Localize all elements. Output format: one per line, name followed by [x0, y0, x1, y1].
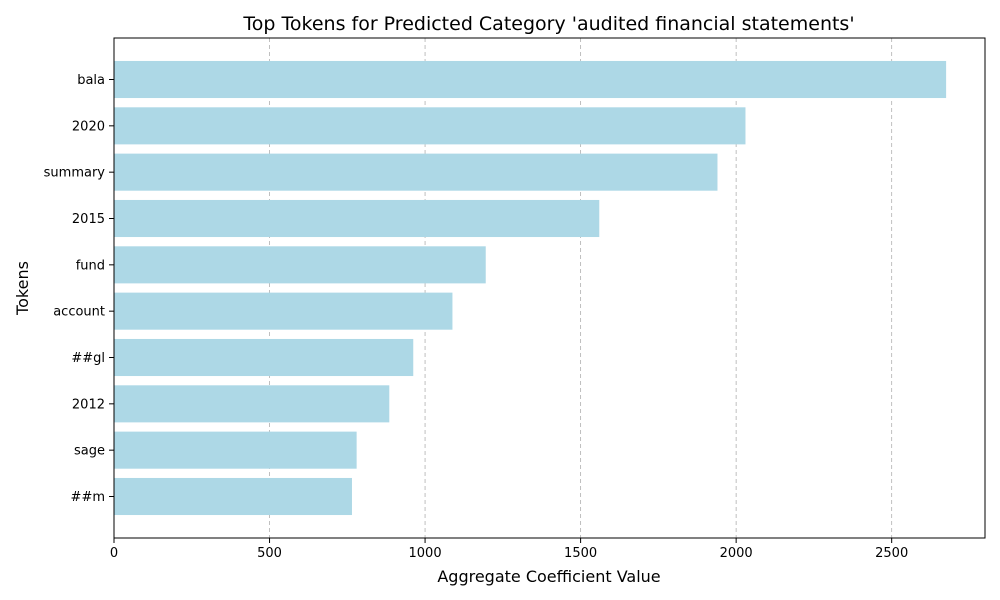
y-tick-label: summary [44, 166, 106, 181]
bar [114, 60, 947, 99]
y-tick-label: sage [74, 444, 105, 459]
axes [113, 37, 986, 539]
y-tick-label: 2012 [72, 397, 105, 412]
plot-frame [113, 37, 986, 539]
bar [114, 153, 718, 191]
y-tick-label: 2020 [72, 119, 105, 134]
bar [114, 107, 746, 145]
x-axis-ticks: 0 500 1000 1500 2000 2500 [110, 538, 908, 561]
bars [114, 60, 947, 516]
bar [114, 199, 600, 238]
x-tick-label: 500 [257, 546, 282, 561]
x-tick-label: 2000 [720, 546, 753, 561]
x-axis-label: Aggregate Coefficient Value [437, 567, 660, 586]
y-tick-label: bala [77, 73, 105, 88]
bar [114, 385, 390, 423]
bar [114, 338, 414, 377]
y-tick-label: 2015 [72, 212, 105, 227]
y-axis-ticks: bala 2020 summary 2015 fund account ##gl 2012 sa… [44, 73, 114, 505]
y-tick-label: ##m [71, 490, 105, 505]
y-tick-label: fund [76, 258, 105, 273]
bar [114, 246, 486, 284]
chart-title: Top Tokens for Predicted Category 'audit… [242, 13, 854, 35]
x-tick-label: 2500 [875, 546, 908, 561]
x-tick-label: 1500 [564, 546, 597, 561]
bar [114, 477, 352, 516]
y-tick-label: account [53, 305, 105, 320]
x-tick-label: 0 [110, 546, 118, 561]
bar [114, 431, 357, 469]
y-tick-label: ##gl [71, 351, 105, 366]
bar [114, 292, 453, 330]
y-axis-label: Tokens [13, 261, 32, 316]
x-tick-label: 1000 [409, 546, 442, 561]
